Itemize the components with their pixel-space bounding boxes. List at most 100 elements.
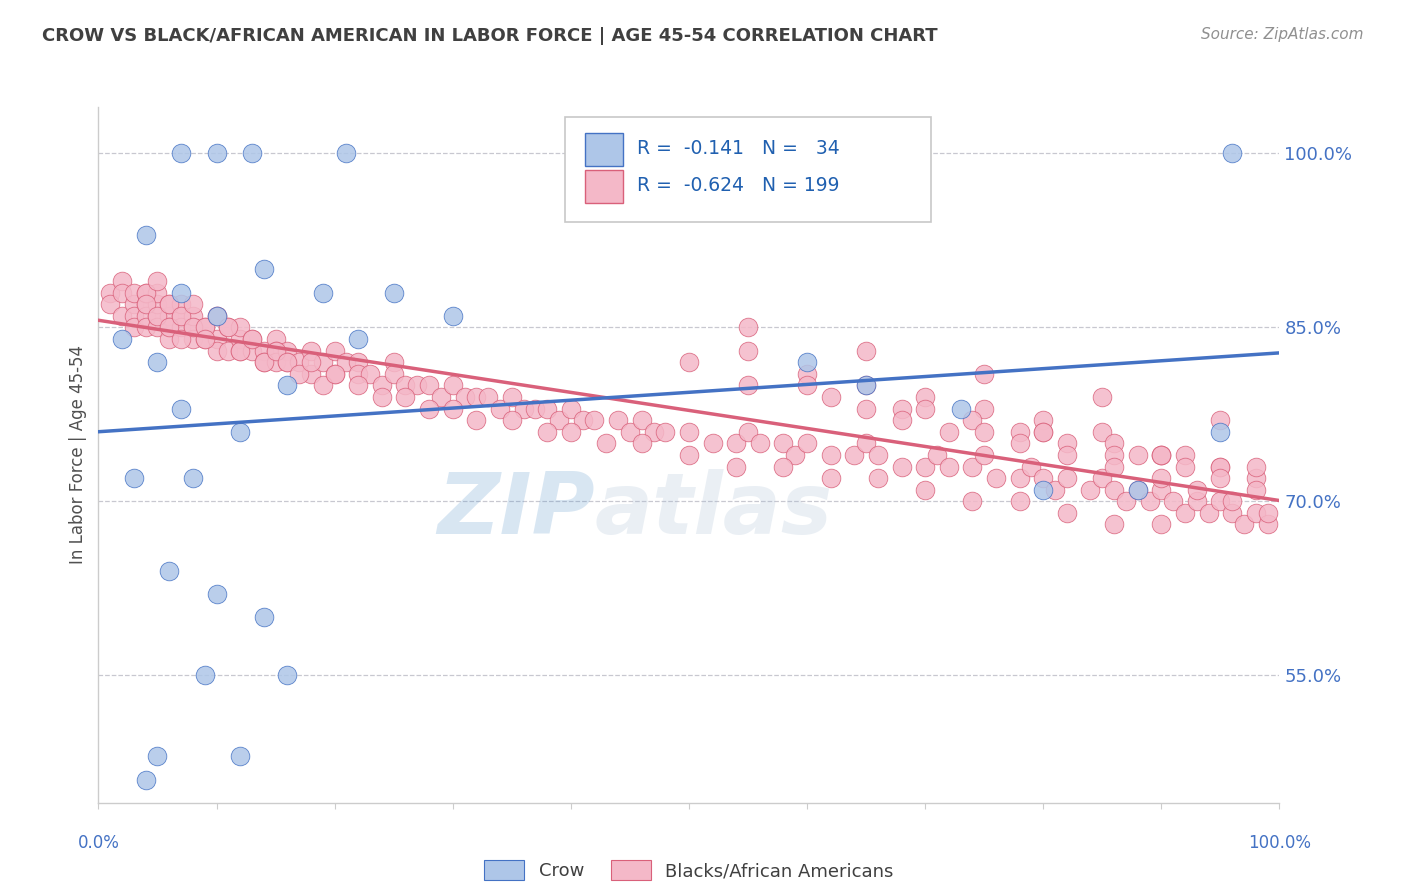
Point [146,297,169,311]
Point [299,355,322,369]
Point [1102,483,1125,497]
Point [560,401,582,416]
Point [1244,471,1267,485]
Point [170,309,193,323]
Point [1257,517,1279,532]
Point [394,378,416,392]
Point [890,459,912,474]
Point [1080,483,1102,497]
Point [702,436,724,450]
Point [796,378,818,392]
Point [170,320,193,334]
Point [217,320,239,334]
Point [205,146,228,161]
Point [347,378,370,392]
Point [264,343,287,358]
Point [98,297,121,311]
Point [240,332,263,346]
Point [157,309,180,323]
Point [312,355,335,369]
Text: atlas: atlas [595,469,832,552]
Point [1056,506,1078,520]
Point [1233,517,1256,532]
Point [536,401,558,416]
Point [1115,494,1137,508]
Point [796,367,818,381]
Point [524,401,547,416]
Point [441,378,464,392]
Point [181,320,204,334]
Text: Source: ZipAtlas.com: Source: ZipAtlas.com [1201,27,1364,42]
Point [477,390,499,404]
Legend: Crow, Blacks/African Americans: Crow, Blacks/African Americans [477,853,901,888]
Point [229,343,252,358]
Point [890,401,912,416]
Point [394,390,416,404]
Point [264,343,287,358]
Point [135,320,157,334]
Point [1174,506,1197,520]
Point [323,343,346,358]
Point [299,343,322,358]
Point [382,355,405,369]
FancyBboxPatch shape [585,169,623,203]
Point [973,448,995,462]
Point [170,297,193,311]
Point [170,332,193,346]
Point [914,483,936,497]
Point [347,367,370,381]
Point [382,285,405,300]
Point [820,390,842,404]
Point [1126,483,1149,497]
Point [1008,494,1031,508]
Point [240,343,263,358]
Point [111,332,134,346]
Point [1032,425,1054,439]
Point [181,297,204,311]
Point [512,401,534,416]
Point [855,343,877,358]
Point [240,332,263,346]
Point [630,413,652,427]
Point [253,262,276,277]
Point [205,587,228,601]
Point [335,146,357,161]
Point [465,390,488,404]
FancyBboxPatch shape [565,118,931,222]
Text: 100.0%: 100.0% [1249,834,1310,852]
Y-axis label: In Labor Force | Age 45-54: In Labor Force | Age 45-54 [69,345,87,565]
Point [418,401,440,416]
Point [276,668,298,682]
Point [229,425,252,439]
Point [264,332,287,346]
Point [938,459,960,474]
Point [430,390,453,404]
Point [855,436,877,450]
Point [359,367,381,381]
Point [1056,436,1078,450]
Point [453,390,475,404]
Point [170,146,193,161]
Point [146,285,169,300]
Point [205,332,228,346]
Point [181,320,204,334]
Point [157,297,180,311]
Point [217,343,239,358]
Point [737,343,759,358]
Point [146,309,169,323]
Point [1209,459,1232,474]
Point [796,436,818,450]
Point [371,378,394,392]
Point [643,425,665,439]
Point [1021,459,1043,474]
Point [276,343,298,358]
Point [288,355,311,369]
Point [1209,494,1232,508]
Point [1032,413,1054,427]
Point [1209,459,1232,474]
Point [772,436,794,450]
Point [1102,436,1125,450]
Point [229,749,252,764]
FancyBboxPatch shape [585,133,623,166]
Point [205,309,228,323]
